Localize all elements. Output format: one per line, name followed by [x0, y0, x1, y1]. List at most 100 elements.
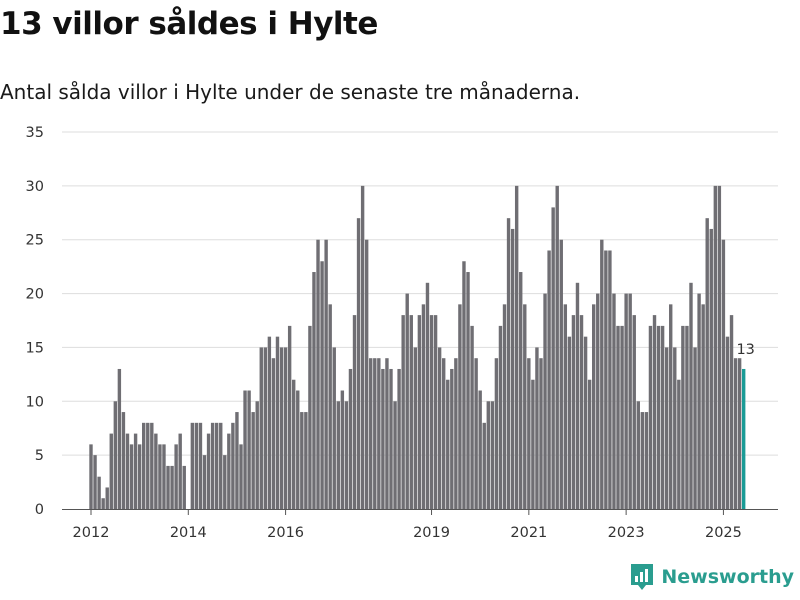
bar [255, 401, 259, 509]
bar [523, 304, 527, 509]
bar [563, 304, 568, 509]
bar [608, 250, 612, 510]
bar [154, 433, 158, 509]
bar [681, 325, 685, 509]
bar [458, 304, 462, 509]
bar [604, 250, 608, 510]
bar [142, 422, 146, 509]
bar [113, 401, 118, 509]
bar [129, 444, 134, 509]
bar [494, 358, 499, 509]
bar [652, 315, 657, 509]
x-tick-label: 2021 [510, 525, 547, 541]
bar [660, 325, 665, 509]
bar [490, 401, 495, 509]
bar [275, 336, 280, 509]
bar [685, 325, 689, 509]
bar [587, 379, 592, 509]
bar [360, 185, 365, 510]
brand-name: Newsworthy [661, 566, 794, 588]
bar [466, 272, 470, 509]
bar [413, 347, 418, 509]
bar [502, 304, 507, 509]
bar [600, 239, 604, 509]
x-tick-label: 2012 [73, 525, 110, 541]
bar [421, 304, 426, 509]
bar [640, 412, 645, 509]
bar [446, 379, 450, 509]
y-tick-label: 35 [26, 125, 44, 141]
bar [259, 347, 263, 509]
bar [121, 412, 126, 509]
bar [729, 315, 734, 509]
bar [632, 315, 636, 509]
bar [669, 304, 673, 509]
bar [741, 368, 746, 509]
bar [190, 422, 195, 509]
bar [535, 347, 539, 509]
bar [527, 358, 531, 509]
bar [531, 379, 535, 509]
bar [498, 325, 503, 509]
bar [470, 325, 474, 509]
value-label: 13 [736, 342, 754, 358]
bar [377, 358, 381, 509]
bar [592, 304, 596, 509]
bar [117, 368, 122, 509]
bar [340, 390, 345, 509]
bar [721, 239, 726, 509]
bar [348, 368, 353, 509]
x-tick-label: 2019 [413, 525, 450, 541]
bar [239, 444, 243, 509]
bar [287, 325, 292, 509]
bar [243, 390, 247, 509]
bar [170, 465, 174, 509]
bar [231, 422, 235, 509]
bar [251, 412, 255, 509]
bar [292, 379, 296, 509]
bar [620, 325, 624, 509]
bar [381, 368, 385, 509]
bar [462, 261, 466, 509]
bar [194, 422, 199, 509]
bar [575, 282, 580, 509]
bar [389, 368, 393, 509]
x-tick-label: 2014 [170, 525, 207, 541]
bar [283, 347, 288, 509]
chart-subtitle: Antal sålda villor i Hylte under de sena… [0, 80, 581, 104]
bar [174, 444, 178, 509]
bar [454, 358, 458, 509]
bar [450, 368, 454, 509]
bar [369, 358, 373, 509]
x-tick-label: 2023 [608, 525, 645, 541]
brand-logo: Newsworthy [629, 562, 794, 592]
bar [219, 422, 223, 509]
bar [146, 422, 150, 509]
bar [401, 315, 405, 509]
bar [506, 218, 511, 510]
bar [89, 444, 93, 509]
x-tick-label: 2016 [267, 525, 304, 541]
y-tick-label: 5 [35, 448, 44, 464]
bar [304, 412, 308, 509]
bar [583, 336, 588, 509]
bar [300, 412, 304, 509]
y-tick-label: 30 [26, 179, 44, 195]
bar [182, 465, 186, 509]
bar [474, 358, 478, 509]
bar [705, 218, 709, 510]
bar [697, 293, 701, 509]
bar [206, 433, 211, 509]
bar [425, 282, 430, 509]
bar [162, 444, 166, 509]
bar [308, 325, 312, 509]
bar [693, 347, 697, 509]
bar [656, 325, 661, 509]
bar [437, 347, 442, 509]
bar [417, 315, 422, 509]
bar [737, 358, 742, 509]
bar [328, 304, 332, 509]
bar [433, 315, 438, 509]
